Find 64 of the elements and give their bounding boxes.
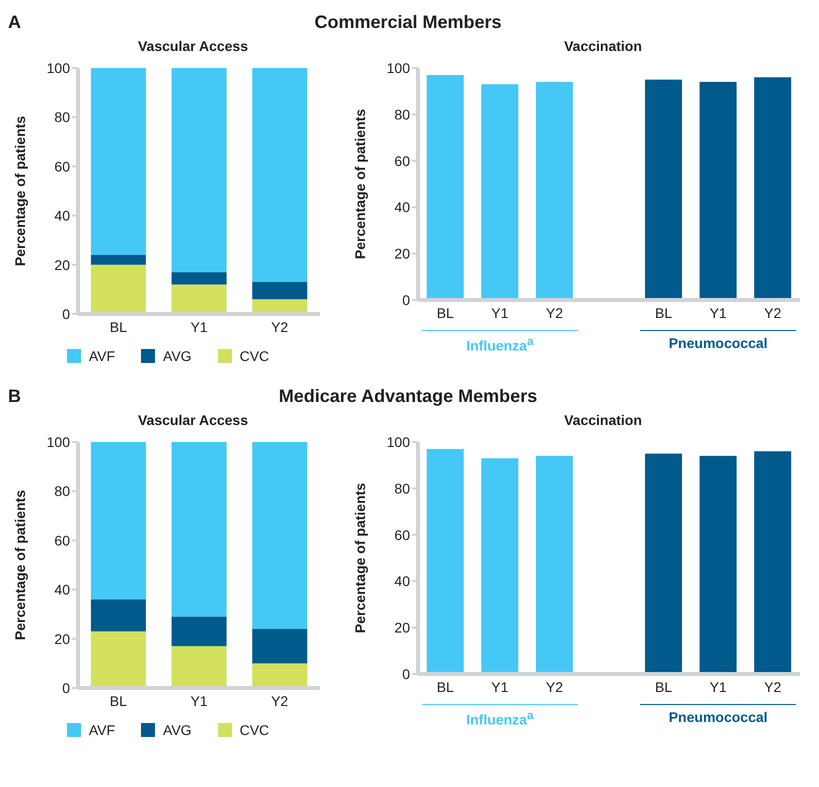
y-tick-label: 0 bbox=[62, 680, 70, 696]
x-tick-label: BL bbox=[655, 678, 672, 695]
chart-title: Vascular Access bbox=[136, 38, 249, 56]
y-tick-label: 80 bbox=[394, 106, 410, 122]
x-tick-label: Y2 bbox=[546, 678, 564, 695]
legend-label: AVF bbox=[88, 348, 116, 364]
x-tick-label: Y1 bbox=[710, 678, 727, 695]
y-tick-label: 0 bbox=[402, 666, 410, 682]
y-axis-title: Percentage of patients bbox=[12, 490, 28, 640]
x-tick-label: BL bbox=[110, 318, 128, 335]
chart-title: Vaccination bbox=[563, 412, 643, 430]
y-tick-label: 40 bbox=[394, 573, 410, 590]
y-tick-label: 100 bbox=[46, 60, 70, 76]
x-tick-label: BL bbox=[436, 304, 454, 321]
y-tick-label: 100 bbox=[46, 434, 70, 450]
y-tick-label: 20 bbox=[394, 246, 410, 262]
text: B bbox=[8, 386, 21, 407]
x-tick-label: Y1 bbox=[491, 304, 509, 321]
y-tick-label: 40 bbox=[54, 208, 70, 224]
legend-label: CVC bbox=[240, 722, 270, 738]
legend-label: AVF bbox=[88, 722, 116, 738]
y-tick-label: 100 bbox=[386, 60, 410, 76]
x-tick-label: Y2 bbox=[271, 318, 288, 335]
x-tick-label: Y1 bbox=[491, 678, 509, 695]
text: A bbox=[8, 12, 21, 33]
x-tick-label: Y2 bbox=[271, 692, 288, 709]
y-tick-label: 80 bbox=[54, 109, 70, 126]
x-tick-label: BL bbox=[436, 678, 454, 695]
y-tick-label: 0 bbox=[62, 306, 70, 322]
y-tick-label: 40 bbox=[54, 582, 70, 598]
text: Influenza$^{a}$ bbox=[422, 330, 578, 354]
text: Medicare Advantage Members bbox=[278, 386, 538, 406]
x-tick-label: BL bbox=[655, 304, 672, 321]
y-tick-label: 60 bbox=[394, 152, 410, 169]
legend-label: AVG bbox=[163, 348, 192, 364]
y-axis-title: Percentage of patients bbox=[352, 108, 368, 260]
y-tick-label: 20 bbox=[54, 256, 70, 273]
y-axis-title: Percentage of patients bbox=[12, 116, 28, 266]
x-tick-label: Y2 bbox=[764, 304, 782, 321]
x-tick-label: Y2 bbox=[764, 678, 782, 695]
x-tick-label: BL bbox=[110, 692, 128, 709]
text: Pneumococcal bbox=[640, 330, 796, 351]
y-tick-label: 80 bbox=[394, 480, 410, 496]
x-tick-label: Y1 bbox=[190, 692, 208, 709]
y-tick-label: 20 bbox=[394, 620, 410, 636]
y-tick-label: 60 bbox=[394, 526, 410, 543]
y-tick-label: 60 bbox=[54, 158, 70, 174]
y-tick-label: 40 bbox=[394, 199, 410, 216]
text: Pneumococcal bbox=[640, 704, 796, 725]
x-tick-label: Y1 bbox=[190, 318, 208, 335]
x-tick-label: Y1 bbox=[710, 304, 727, 321]
y-tick-label: 60 bbox=[54, 532, 70, 548]
x-tick-label: Y2 bbox=[546, 304, 564, 321]
chart-title: Vaccination bbox=[563, 38, 643, 56]
chart-title: Vascular Access bbox=[136, 412, 249, 430]
text: Commercial Members bbox=[314, 12, 502, 32]
y-tick-label: 80 bbox=[54, 483, 70, 500]
y-tick-label: 100 bbox=[386, 434, 410, 450]
y-tick-label: 20 bbox=[54, 630, 70, 647]
text: Influenza$^{a}$ bbox=[422, 704, 578, 728]
y-axis-title: Percentage of patients bbox=[352, 482, 368, 634]
legend-label: AVG bbox=[163, 722, 192, 738]
y-tick-label: 0 bbox=[402, 292, 410, 308]
legend-label: CVC bbox=[240, 348, 270, 364]
